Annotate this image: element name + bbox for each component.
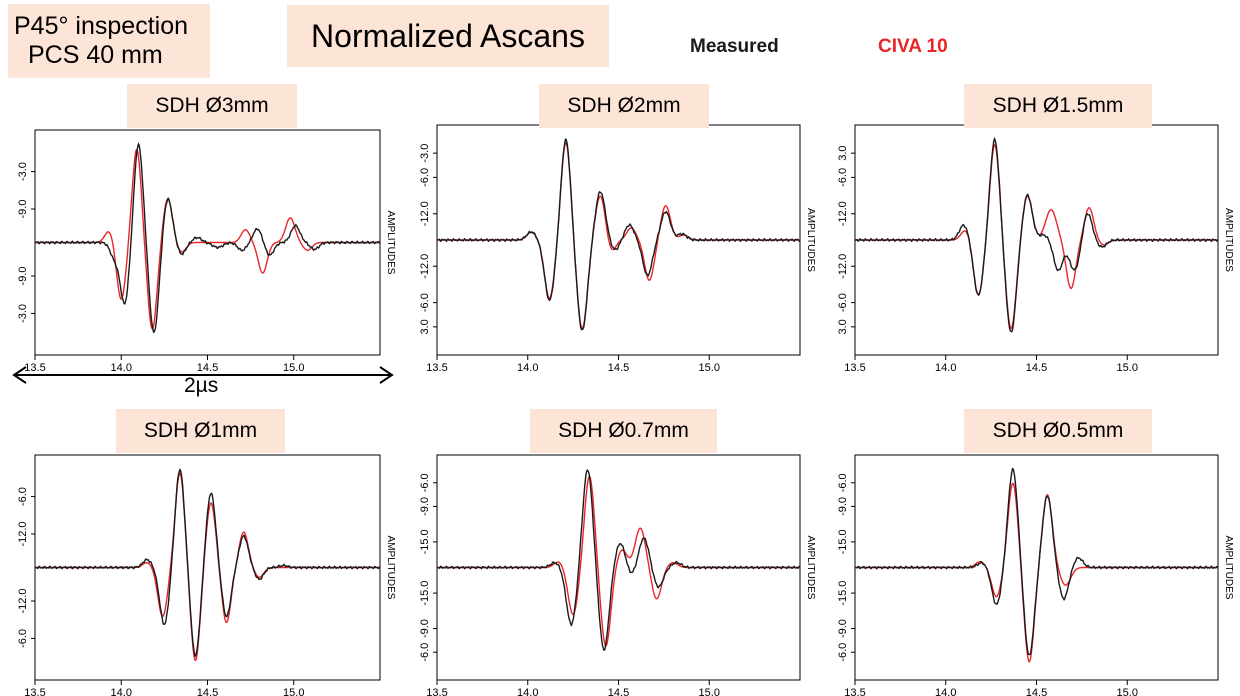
- y-tick-label: -6.0: [837, 473, 849, 492]
- page-title: Normalized Ascans: [287, 5, 609, 67]
- x-tick-label: 15.0: [699, 687, 720, 696]
- y-tick-label: -12.0: [837, 201, 849, 226]
- x-tick-label: 13.5: [426, 362, 447, 374]
- y-tick-label: -15.0: [419, 529, 431, 554]
- amplitudes-axis-label: AMPLITUDES: [1223, 208, 1234, 272]
- y-tick-label: 3.0: [419, 319, 431, 334]
- panel-title-5: SDH Ø0.7mm: [530, 409, 717, 453]
- measured-trace-4: [35, 468, 381, 658]
- amplitudes-axis-label: AMPLITUDES: [805, 208, 816, 272]
- y-tick-label: -12.0: [419, 201, 431, 226]
- inspection-type-text: P45° inspection: [14, 12, 188, 40]
- amplitudes-axis-label: AMPLITUDES: [805, 536, 816, 600]
- y-tick-label: -12.0: [17, 588, 29, 613]
- x-tick-label: 14.0: [517, 687, 538, 696]
- y-tick-label: -6.0: [419, 293, 431, 312]
- y-tick-label: -9.0: [419, 497, 431, 516]
- y-tick-label: -6.0: [17, 487, 29, 506]
- x-tick-label: 15.0: [1117, 362, 1138, 374]
- x-tick-label: 13.5: [24, 362, 45, 374]
- y-tick-label: 3.0: [837, 145, 849, 160]
- y-tick-label: -12.0: [17, 521, 29, 546]
- x-tick-label: 14.0: [935, 362, 956, 374]
- panel-title-6: SDH Ø0.5mm: [964, 409, 1152, 453]
- panel-title-1: SDH Ø3mm: [127, 84, 297, 128]
- x-tick-label: 13.5: [426, 687, 447, 696]
- x-tick-label: 14.5: [197, 362, 218, 374]
- amplitudes-axis-label: AMPLITUDES: [1223, 536, 1234, 600]
- measured-trace-6: [854, 467, 1219, 656]
- y-tick-label: -6.0: [419, 473, 431, 492]
- x-tick-label: 14.5: [197, 687, 218, 696]
- x-tick-label: 14.0: [517, 362, 538, 374]
- measured-trace-1: [35, 142, 381, 334]
- y-tick-label: -9.0: [837, 497, 849, 516]
- measured-trace-2: [436, 138, 801, 331]
- measured-trace-3: [854, 136, 1219, 333]
- x-tick-label: 13.5: [844, 687, 865, 696]
- x-tick-label: 14.0: [111, 687, 132, 696]
- y-tick-label: -6.0: [419, 168, 431, 187]
- y-tick-label: -9.0: [419, 619, 431, 638]
- x-tick-label: 14.5: [1026, 687, 1047, 696]
- y-tick-label: -9.0: [17, 267, 29, 286]
- x-tick-label: 15.0: [1117, 687, 1138, 696]
- legend-measured: Measured: [690, 36, 779, 57]
- pcs-distance-text: PCS 40 mm: [28, 41, 163, 69]
- y-tick-label: -3.0: [17, 304, 29, 323]
- y-tick-label: -3.0: [419, 144, 431, 163]
- y-tick-label: 3.0: [837, 319, 849, 334]
- x-tick-label: 14.0: [935, 687, 956, 696]
- panel-title-4: SDH Ø1mm: [116, 409, 285, 453]
- y-tick-label: -6.0: [17, 629, 29, 648]
- x-tick-label: 13.5: [844, 362, 865, 374]
- y-tick-label: -6.0: [837, 643, 849, 662]
- y-tick-label: -9.0: [837, 619, 849, 638]
- y-tick-label: -9.0: [17, 200, 29, 219]
- y-tick-label: -6.0: [419, 643, 431, 662]
- x-tick-label: 13.5: [24, 687, 45, 696]
- time-scale-arrow: [12, 366, 394, 384]
- x-tick-label: 14.5: [608, 687, 629, 696]
- y-tick-label: -12.0: [419, 254, 431, 279]
- amplitudes-axis-label: AMPLITUDES: [385, 536, 396, 600]
- measured-trace-5: [436, 469, 801, 652]
- y-tick-label: -15.0: [419, 581, 431, 606]
- x-tick-label: 14.5: [1026, 362, 1047, 374]
- legend-civa: CIVA 10: [878, 36, 948, 57]
- x-tick-label: 15.0: [283, 687, 304, 696]
- y-tick-label: -6.0: [837, 168, 849, 187]
- time-scale-label: 2µs: [184, 374, 219, 397]
- amplitudes-axis-label: AMPLITUDES: [385, 211, 396, 275]
- y-tick-label: -3.0: [17, 162, 29, 181]
- panel-title-3: SDH Ø1.5mm: [964, 84, 1152, 128]
- y-tick-label: -6.0: [837, 293, 849, 312]
- x-tick-label: 14.0: [111, 362, 132, 374]
- panel-title-2: SDH Ø2mm: [539, 84, 709, 128]
- x-tick-label: 15.0: [283, 362, 304, 374]
- inspection-info-box: P45° inspection PCS 40 mm: [8, 4, 210, 78]
- y-tick-label: -15.0: [837, 529, 849, 554]
- y-tick-label: -12.0: [837, 254, 849, 279]
- y-tick-label: -15.0: [837, 581, 849, 606]
- x-tick-label: 15.0: [699, 362, 720, 374]
- x-tick-label: 14.5: [608, 362, 629, 374]
